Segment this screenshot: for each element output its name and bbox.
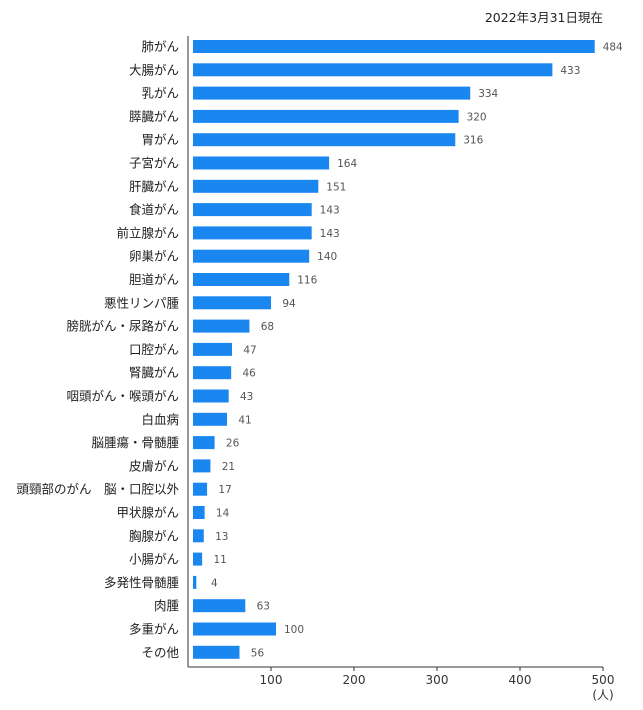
category-label: 甲状腺がん [116,505,179,520]
bar-10 [193,249,310,263]
bar-19 [193,459,211,473]
value-label: 47 [243,344,256,356]
bar-20 [193,482,208,496]
bar-22 [193,529,204,543]
bar-18 [193,436,215,450]
bar-23 [193,552,203,566]
value-label: 56 [251,647,265,659]
category-label: 肝臓がん [129,179,179,194]
value-label: 143 [320,205,340,217]
category-label: 胸腺がん [129,528,179,543]
value-label: 100 [284,624,304,636]
bar-17 [193,412,228,426]
value-label: 21 [222,461,235,473]
category-label: 子宮がん [129,156,179,171]
x-tick-label: 100 [260,673,283,687]
category-label: 口腔がん [129,342,179,357]
category-label: 肉腫 [154,598,180,613]
x-tick-label: 300 [426,673,449,687]
bar-9 [193,226,312,240]
bar-25 [193,599,246,613]
x-axis-unit: (人) [592,688,613,702]
value-label: 433 [560,65,580,77]
bar-11 [193,273,290,286]
value-label: 164 [337,158,357,170]
x-tick-label: 500 [592,673,615,687]
axes-group: 100 200 300 400 500 [187,36,615,687]
bar-5 [193,133,456,147]
x-tick-label: 400 [509,673,532,687]
value-label: 334 [478,88,498,100]
category-label: 膀胱がん・尿路がん [66,319,179,334]
category-label: 腎臓がん [129,365,179,380]
value-label: 151 [326,181,346,193]
value-label: 46 [242,368,256,380]
bar-1 [193,40,595,53]
category-label: 食道がん [129,202,179,217]
bar-3 [193,86,471,100]
value-label: 26 [226,438,240,450]
bar-8 [193,203,312,217]
bar-2 [193,63,553,77]
category-label: 乳がん [141,86,179,101]
value-label: 94 [282,298,296,310]
value-label: 143 [320,228,340,240]
bar-21 [193,506,205,519]
bar-6 [193,156,330,170]
category-label: 前立腺がん [116,225,179,240]
value-label: 140 [317,251,337,263]
value-label: 316 [463,135,483,147]
category-label: 小腸がん [129,552,179,567]
bar-24 [193,575,197,589]
category-label: 肺がん [141,39,179,54]
category-label: その他 [141,645,179,660]
category-label: 多重がん [129,622,179,637]
value-label: 320 [467,111,487,123]
value-label: 68 [261,321,274,333]
value-label: 13 [215,531,228,543]
category-label: 胃がん [141,132,179,147]
x-tick-label: 200 [343,673,366,687]
value-label: 116 [297,275,317,287]
category-label: 卵巣がん [129,249,179,264]
category-label: 悪性リンパ腫 [104,295,180,310]
value-label: 484 [603,42,623,54]
value-label: 17 [218,484,231,496]
category-label: 皮膚がん [129,458,179,473]
bar-7 [193,179,319,193]
bars-group: 肺がん 484 大腸がん 433 乳がん 334 膵臓がん 320 胃がん 316 子宮がん 164 肝… [16,39,623,660]
category-label: 膵臓がん [129,109,179,124]
category-label: 白血病 [141,412,179,427]
category-label: 多発性骨髄腫 [104,575,180,590]
value-label: 14 [216,508,230,520]
date-note: 2022年3月31日現在 [485,10,603,25]
bar-16 [193,389,229,403]
bar-13 [193,319,250,333]
bar-26 [193,622,276,636]
bar-15 [193,366,232,380]
category-label: 咽頭がん・喉頭がん [66,389,179,404]
value-label: 63 [257,601,270,613]
category-label: 脳腫瘍・骨髄腫 [91,435,179,450]
bar-14 [193,342,233,356]
category-label: 大腸がん [129,62,179,77]
category-label: 頭頸部のがん 脳・口腔以外 [16,482,179,497]
bar-27 [193,645,240,659]
value-label: 43 [240,391,253,403]
value-label: 11 [213,554,226,566]
category-label: 胆道がん [129,272,179,287]
bar-4 [193,109,459,123]
value-label: 41 [238,414,251,426]
value-label: 4 [211,577,218,589]
bar-12 [193,296,272,310]
